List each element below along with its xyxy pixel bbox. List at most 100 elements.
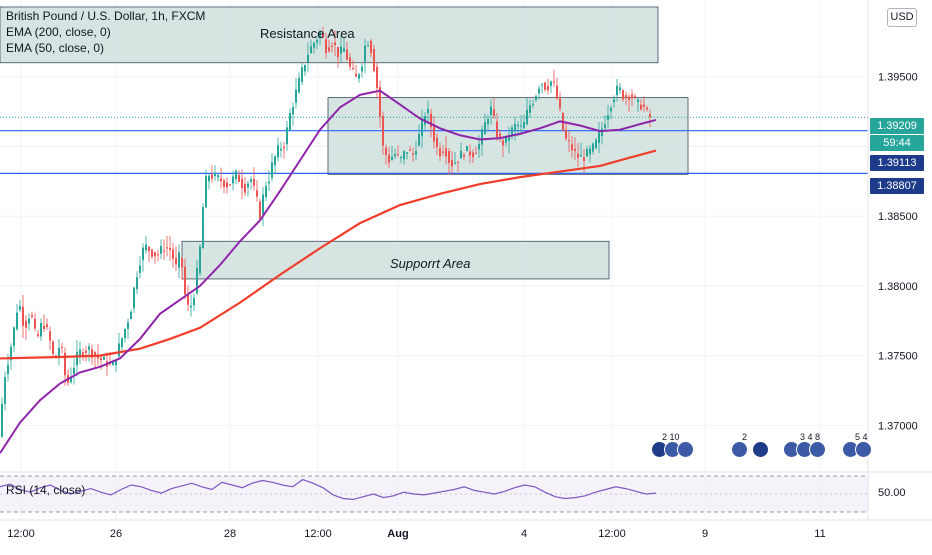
x-tick-label: 4	[521, 528, 527, 540]
rsi-axis-label: 50.00	[878, 487, 906, 499]
candle-body	[367, 45, 369, 47]
candle-body	[613, 99, 615, 103]
candle-body	[43, 326, 45, 329]
rsi-band	[0, 476, 868, 512]
candle-body	[124, 329, 126, 339]
candle-body	[313, 43, 315, 48]
candle-body	[358, 74, 360, 79]
candle-body	[382, 115, 384, 146]
candle-body	[175, 257, 177, 265]
candle-body	[481, 129, 483, 145]
last-price-tag: 1.39209	[870, 118, 924, 134]
candle-body	[154, 252, 156, 257]
candle-body	[166, 247, 168, 249]
candle-body	[520, 125, 522, 127]
candle-body	[115, 360, 117, 366]
candle-body	[247, 183, 249, 188]
candle-body	[61, 346, 63, 348]
candle-body	[532, 103, 534, 105]
candle-body	[406, 152, 408, 154]
candle-body	[70, 376, 72, 383]
candle-body	[4, 377, 6, 404]
candle-body	[346, 49, 348, 60]
candle-body	[286, 127, 288, 145]
candle-body	[409, 149, 411, 151]
candle-body	[589, 148, 591, 155]
candle-body	[274, 156, 276, 166]
candle-body	[112, 361, 114, 366]
candle-body	[196, 267, 198, 294]
support-area-box	[181, 240, 610, 280]
candle-body	[469, 151, 471, 156]
candle-body	[262, 194, 264, 215]
x-tick-label: Aug	[387, 528, 408, 540]
y-tick-label: 1.38000	[878, 281, 918, 293]
candle-body	[385, 147, 387, 155]
candle-body	[574, 148, 576, 151]
candle-body	[121, 338, 123, 348]
candle-body	[238, 175, 240, 182]
candle-body	[301, 67, 303, 82]
candle-body	[88, 346, 90, 350]
candle-body	[460, 150, 462, 159]
candle-body	[199, 246, 201, 274]
candle-body	[16, 312, 18, 330]
candle-body	[475, 152, 477, 154]
uk-flag-icon[interactable]	[752, 441, 769, 458]
candle-body	[445, 148, 447, 157]
y-tick-label: 1.37500	[878, 351, 918, 363]
candle-body	[541, 84, 543, 86]
candle-body	[628, 96, 630, 101]
candle-body	[304, 65, 306, 72]
candle-body	[190, 305, 192, 308]
candle-body	[427, 109, 429, 114]
candle-body	[265, 185, 267, 197]
candle-body	[565, 129, 567, 139]
candle-body	[436, 137, 438, 148]
candle-body	[145, 244, 147, 251]
candle-body	[271, 162, 273, 178]
us-flag-icon[interactable]	[731, 441, 748, 458]
candle-body	[139, 265, 141, 273]
candle-body	[244, 183, 246, 193]
candle-body	[325, 39, 327, 53]
candle-body	[316, 39, 318, 43]
candle-body	[211, 174, 213, 179]
us-flag-icon[interactable]	[855, 441, 872, 458]
ema200-line	[0, 149, 657, 360]
us-flag-icon[interactable]	[809, 441, 826, 458]
currency-badge[interactable]: USD	[887, 8, 917, 27]
candle-body	[559, 98, 561, 109]
candle-body	[202, 207, 204, 249]
candle-body	[319, 32, 321, 38]
candle-body	[187, 294, 189, 305]
candle-body	[268, 181, 270, 184]
candle-body	[133, 287, 135, 308]
candle-body	[529, 105, 531, 113]
candle-body	[355, 73, 357, 77]
legend-ema50: EMA (50, close, 0)	[6, 41, 105, 55]
us-flag-icon[interactable]	[677, 441, 694, 458]
candle-body	[463, 154, 465, 157]
countdown-tag: 59:44	[870, 135, 924, 151]
rsi-label: RSI (14, close)	[6, 483, 86, 497]
candle-body	[553, 81, 555, 83]
candle-body	[478, 143, 480, 150]
candle-body	[151, 249, 153, 257]
candle-body	[448, 150, 450, 163]
candles-layer	[1, 26, 651, 439]
candle-body	[85, 350, 87, 353]
candle-body	[490, 106, 492, 115]
candle-body	[214, 172, 216, 176]
candle-body	[10, 346, 12, 361]
candle-body	[403, 151, 405, 160]
candle-body	[31, 315, 33, 317]
candle-body	[46, 324, 48, 327]
candle-body	[640, 104, 642, 110]
candle-body	[433, 126, 435, 142]
candle-body	[103, 356, 105, 360]
candle-body	[352, 67, 354, 69]
candle-body	[412, 153, 414, 155]
